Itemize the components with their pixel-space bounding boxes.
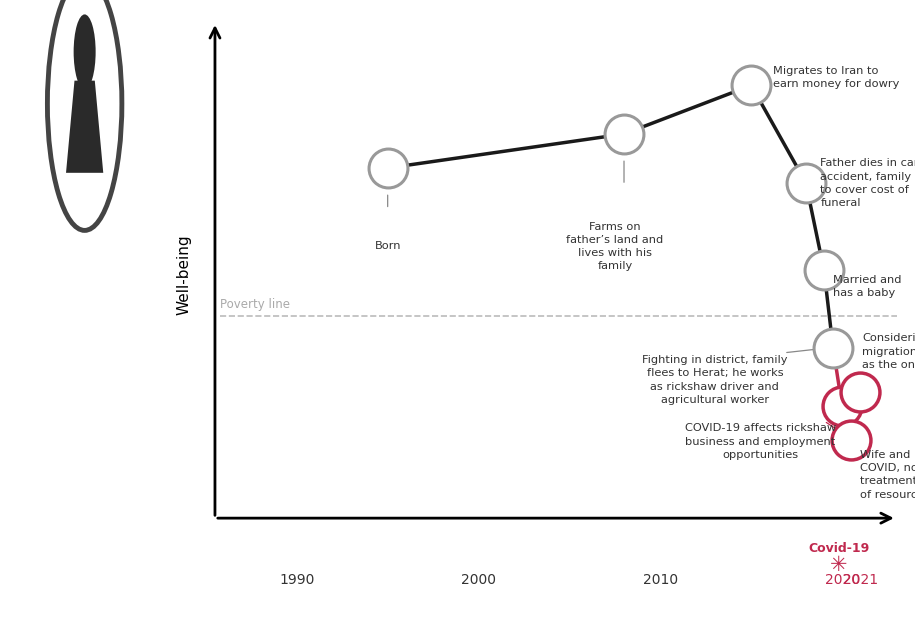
Text: Migrates to Iran to
earn money for dowry: Migrates to Iran to earn money for dowry	[773, 66, 899, 89]
Text: Born 1966: Born 1966	[48, 434, 121, 448]
Text: Father dies in car
accident, family needs
to cover cost of
funeral: Father dies in car accident, family need…	[821, 158, 915, 208]
Polygon shape	[66, 80, 103, 173]
Text: HASSAN: HASSAN	[43, 236, 126, 254]
Text: Poverty line: Poverty line	[221, 298, 290, 311]
Text: COVID-19 on top of insecurity deepened Hassan’s economic difficulties and restri: COVID-19 on top of insecurity deepened H…	[204, 588, 880, 619]
Text: Fighting in district, family
flees to Herat; he works
as rickshaw driver and
agr: Fighting in district, family flees to He…	[642, 355, 788, 405]
Text: ✳: ✳	[830, 555, 847, 575]
Circle shape	[73, 15, 96, 89]
Text: Male: Male	[68, 278, 102, 292]
Text: Considering
migration to Iran
as the only option: Considering migration to Iran as the onl…	[862, 334, 915, 370]
Text: Born: Born	[374, 241, 401, 251]
Text: Married and
has a baby: Married and has a baby	[833, 275, 901, 298]
Text: Well-being: Well-being	[177, 235, 191, 315]
Text: Covid-19: Covid-19	[808, 542, 869, 555]
Text: Internally
displaced person: Internally displaced person	[26, 320, 144, 354]
Circle shape	[48, 0, 122, 230]
Text: Farms on
father’s land and
lives with his
family: Farms on father’s land and lives with hi…	[566, 222, 663, 271]
Text: Wife and mother get
COVID, no medical
treatment due to lack
of resources: Wife and mother get COVID, no medical tr…	[860, 450, 915, 499]
Text: COVID-19 affects rickshaw
business and employment
opportunities: COVID-19 affects rickshaw business and e…	[684, 423, 836, 460]
Text: Afghanistan: Afghanistan	[43, 393, 126, 408]
